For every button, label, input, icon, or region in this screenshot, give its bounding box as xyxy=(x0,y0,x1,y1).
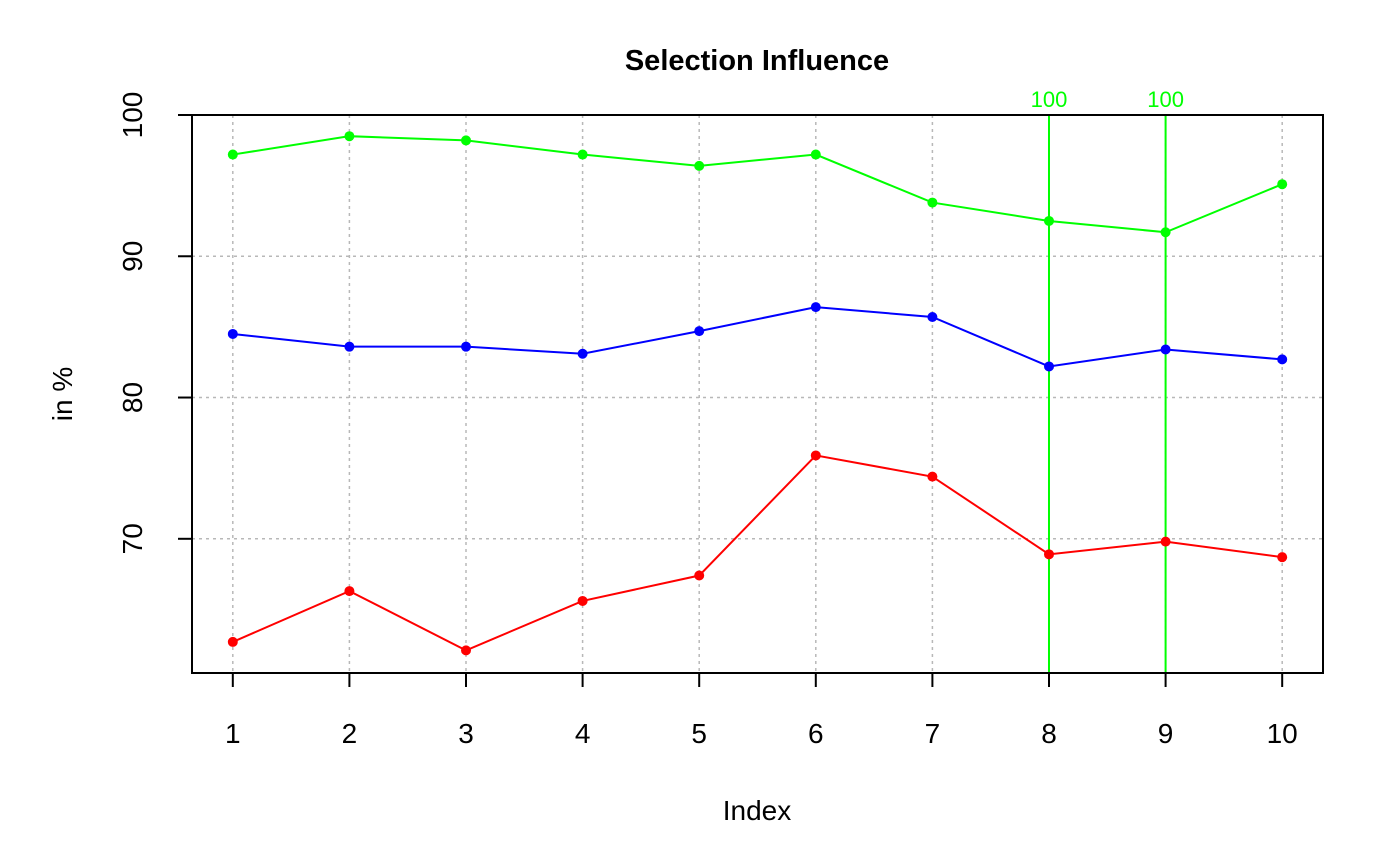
reference-line-label: 100 xyxy=(1147,87,1184,112)
x-tick-label: 2 xyxy=(342,718,358,749)
reference-lines: 100 100 xyxy=(192,87,1323,673)
chart-title: Selection Influence xyxy=(625,45,889,77)
y-axis-label: in % xyxy=(47,367,78,421)
x-tick-label: 1 xyxy=(225,718,241,749)
x-axis-label: Index xyxy=(723,795,792,826)
data-point xyxy=(1043,215,1054,226)
y-tick-label: 100 xyxy=(117,92,148,139)
data-point xyxy=(227,149,238,160)
data-point xyxy=(694,570,705,581)
data-point xyxy=(1043,361,1054,372)
x-axis: 1 2 3 4 5 6 7 8 9 10 xyxy=(225,672,1298,749)
data-point xyxy=(1160,344,1171,355)
data-point xyxy=(1277,179,1288,190)
data-point xyxy=(694,160,705,171)
series-line xyxy=(232,454,1283,652)
data-point xyxy=(1160,536,1171,547)
data-point xyxy=(577,149,588,160)
x-tick-label: 8 xyxy=(1041,718,1057,749)
data-point xyxy=(1160,227,1171,238)
x-tick-label: 4 xyxy=(575,718,591,749)
y-tick-label: 90 xyxy=(117,241,148,272)
reference-line-label: 100 xyxy=(1031,87,1068,112)
y-tick-label: 70 xyxy=(117,523,148,554)
data-point xyxy=(577,595,588,606)
grid-lines xyxy=(192,114,1323,673)
data-point xyxy=(344,131,355,142)
data-point xyxy=(1043,549,1054,560)
data-point xyxy=(344,341,355,352)
data-point xyxy=(927,197,938,208)
data-point xyxy=(461,645,472,656)
x-tick-label: 3 xyxy=(458,718,474,749)
data-point xyxy=(810,149,821,160)
x-tick-label: 9 xyxy=(1158,718,1174,749)
data-point xyxy=(577,348,588,359)
data-point xyxy=(461,341,472,352)
data-point xyxy=(227,328,238,339)
data-point xyxy=(927,312,938,323)
y-axis: 70 80 90 100 xyxy=(117,92,193,554)
x-tick-label: 7 xyxy=(925,718,941,749)
data-point xyxy=(1277,354,1288,365)
data-point xyxy=(927,471,938,482)
data-point xyxy=(810,302,821,313)
series-line xyxy=(232,135,1283,234)
series-line xyxy=(232,306,1283,368)
data-point xyxy=(810,450,821,461)
data-point xyxy=(344,586,355,597)
x-tick-label: 6 xyxy=(808,718,824,749)
series-layer xyxy=(227,131,1288,656)
plot-frame xyxy=(191,114,1324,674)
data-point xyxy=(461,135,472,146)
data-point xyxy=(227,636,238,647)
x-tick-label: 5 xyxy=(691,718,707,749)
y-tick-label: 80 xyxy=(117,382,148,413)
data-point xyxy=(694,326,705,337)
data-point xyxy=(1277,552,1288,563)
x-tick-label: 10 xyxy=(1267,718,1298,749)
